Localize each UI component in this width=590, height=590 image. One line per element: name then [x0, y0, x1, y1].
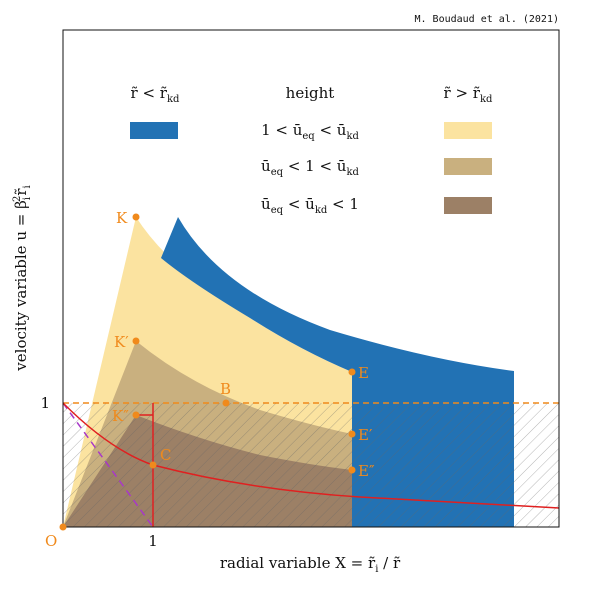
origin-label: O	[45, 532, 57, 550]
point	[348, 368, 356, 376]
row-sub: eq	[271, 205, 284, 216]
point	[59, 523, 67, 531]
x-tick-label: 1	[148, 532, 158, 550]
swatch-yellow	[444, 122, 492, 139]
y-tick-label: 1	[40, 394, 50, 412]
y-label-part: r̃	[12, 188, 30, 196]
legend-row: ūeq < ūkd < 1	[261, 195, 359, 216]
point	[348, 430, 356, 438]
point-label: E′	[358, 426, 373, 444]
point-label: K′	[114, 333, 129, 351]
plot-frame	[62, 29, 560, 528]
row-part: < 1 < ū	[283, 157, 347, 175]
legend-row: 1 < ūeq < ūkd	[261, 121, 359, 142]
point-label: C	[160, 446, 171, 464]
legend-header: r̃ < r̃kd	[131, 84, 181, 105]
row-sub: eq	[302, 131, 315, 142]
credit: M. Boudaud et al. (2021)	[415, 14, 560, 25]
header-sub: kd	[480, 94, 493, 105]
point	[348, 466, 356, 474]
points	[59, 213, 356, 531]
y-label-sub: i	[22, 185, 33, 188]
row-sub: kd	[346, 167, 359, 178]
header-part: r̃ < r̃	[131, 84, 168, 102]
red-curve	[63, 402, 559, 509]
header-sub: kd	[167, 94, 180, 105]
x-label-part: / r̃	[378, 554, 401, 572]
y-label-part: velocity variable u = β	[12, 200, 30, 371]
row-sub: kd	[315, 205, 328, 216]
swatch-tan	[444, 158, 492, 175]
row-part: ū	[261, 195, 271, 213]
row-part: 1 < ū	[261, 121, 303, 139]
regions	[63, 217, 559, 527]
legend-header: r̃ > r̃kd	[444, 84, 494, 105]
swatch-brown	[444, 197, 492, 214]
purple-dashed	[63, 402, 154, 527]
point-label: E″	[358, 462, 375, 480]
point-label: B	[220, 380, 231, 398]
point-label: K″	[112, 407, 129, 425]
x-axis-label: radial variable X = r̃i / r̃	[220, 554, 401, 575]
row-part: < 1	[327, 195, 359, 213]
point	[132, 411, 140, 419]
point	[222, 399, 230, 407]
legend-row: ūeq < 1 < ūkd	[261, 157, 359, 178]
point-label: E	[358, 364, 369, 382]
y-label-sup: 2	[12, 196, 23, 202]
point-label: K	[116, 209, 128, 227]
point	[132, 213, 140, 221]
row-part: < ū	[315, 121, 347, 139]
y-label-sub: i	[22, 197, 33, 200]
row-part: < ū	[283, 195, 315, 213]
swatch-blue	[130, 122, 178, 139]
header-part: r̃ > r̃	[444, 84, 481, 102]
row-part: ū	[261, 157, 271, 175]
y-axis-label: velocity variable u = βi2r̃i	[12, 185, 33, 371]
row-sub: kd	[346, 131, 359, 142]
legend-header: height	[286, 84, 335, 102]
x-label-sub: i	[375, 564, 378, 575]
point	[132, 337, 140, 345]
x-label-part: radial variable X = r̃	[220, 554, 376, 572]
row-sub: eq	[271, 167, 284, 178]
point	[149, 461, 157, 469]
hatch-area	[63, 403, 559, 527]
